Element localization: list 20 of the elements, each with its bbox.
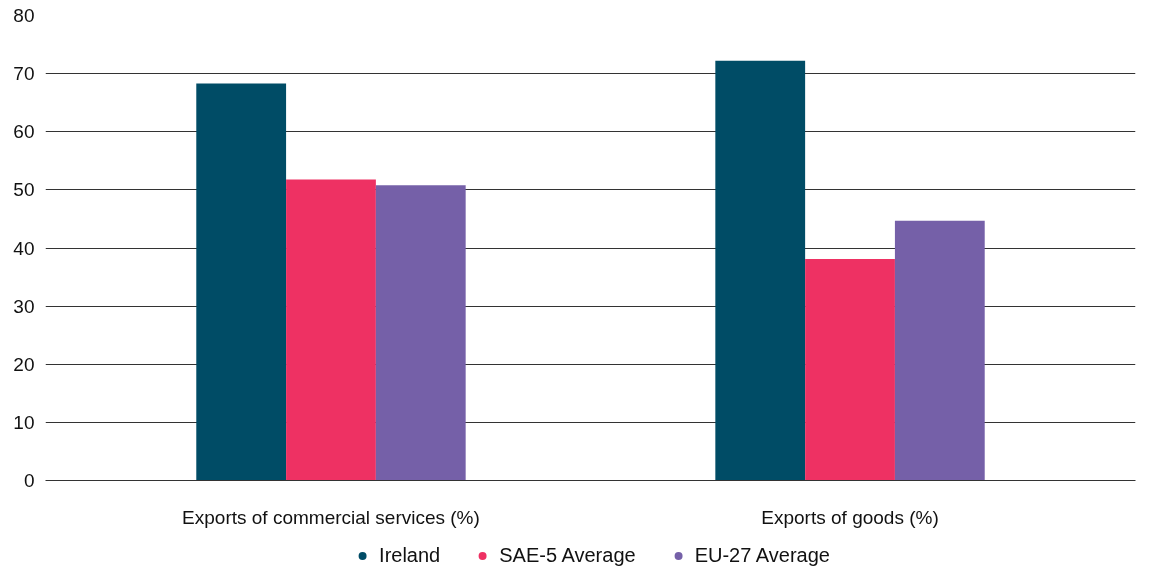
bar bbox=[286, 179, 376, 481]
x-tick-label: Exports of goods (%) bbox=[761, 506, 939, 528]
bar bbox=[196, 83, 287, 481]
y-tick-label: 60 bbox=[13, 121, 35, 143]
legend-label: SAE-5 Average bbox=[499, 543, 636, 567]
y-tick-label: 0 bbox=[23, 470, 35, 491]
x-tick-label: Exports of commercial services (%) bbox=[182, 506, 480, 528]
y-tick-label: 20 bbox=[13, 353, 35, 375]
y-tick-label: 50 bbox=[13, 179, 35, 201]
y-tick-label: 70 bbox=[13, 63, 35, 85]
y-tick-label: 80 bbox=[13, 5, 35, 26]
y-tick-label: 30 bbox=[13, 295, 35, 317]
bar bbox=[375, 185, 466, 481]
bar bbox=[715, 60, 806, 481]
legend-label: EU-27 Average bbox=[694, 543, 830, 567]
y-tick-label: 40 bbox=[13, 237, 35, 259]
y-tick-label: 10 bbox=[13, 411, 35, 433]
bar bbox=[894, 220, 985, 481]
legend-label: Ireland bbox=[379, 543, 441, 567]
bar bbox=[805, 259, 895, 481]
